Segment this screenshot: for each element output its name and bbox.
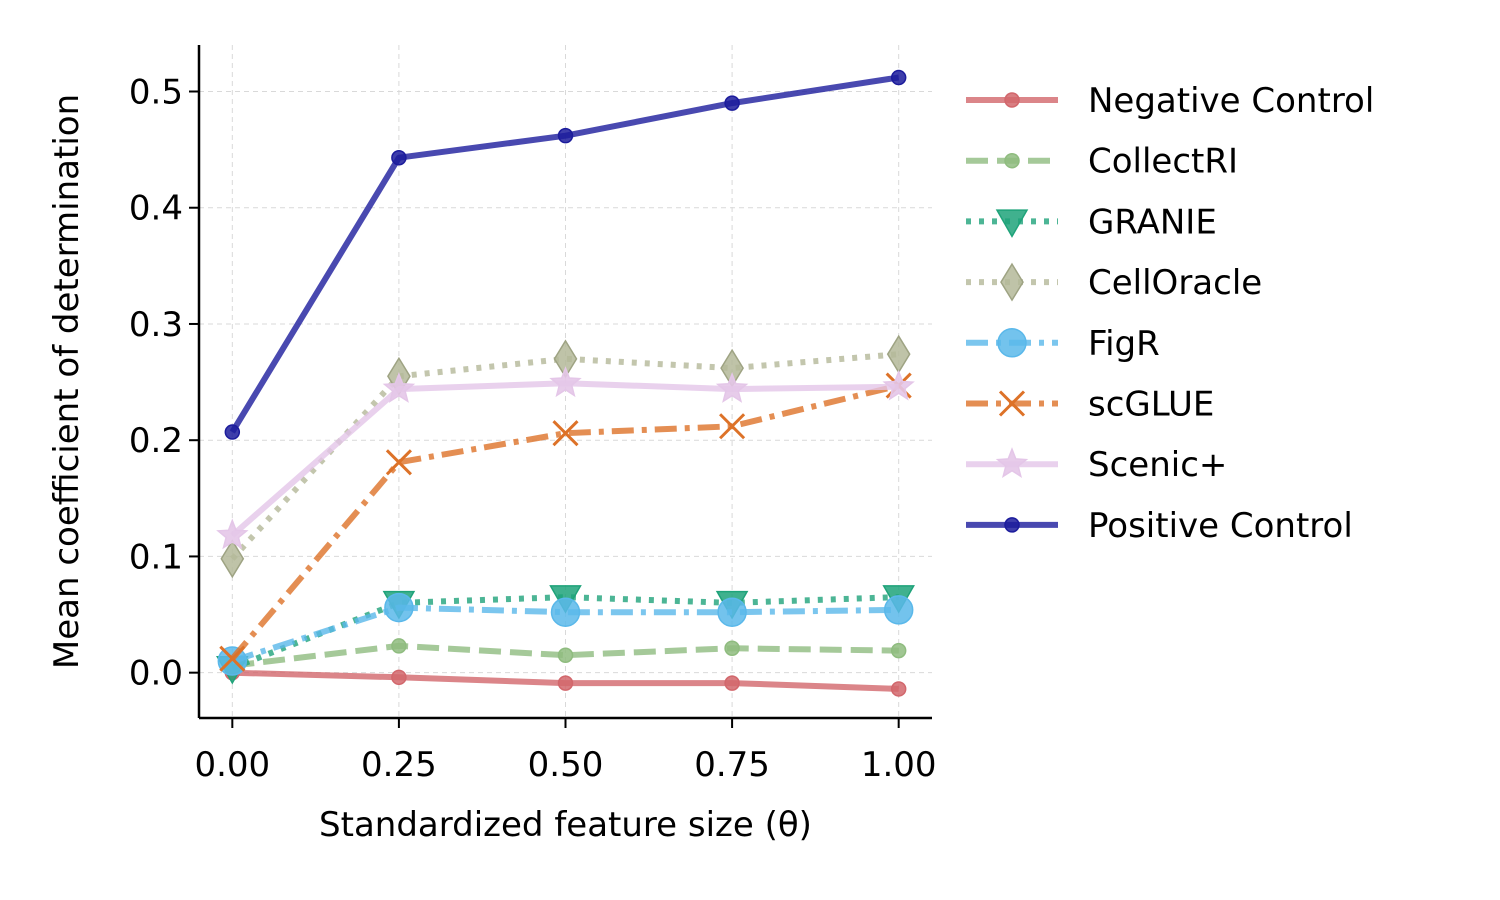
data-point: [995, 209, 1029, 238]
legend-item: Positive Control: [966, 506, 1353, 546]
y-tick-label: 0.4: [129, 189, 183, 229]
legend-label: Negative Control: [1088, 81, 1374, 121]
data-point: [995, 447, 1029, 478]
series-line: [230, 382, 900, 661]
series-positive-control: [224, 69, 907, 440]
axes: [189, 45, 932, 728]
data-point: [552, 420, 579, 447]
legend-item: Negative Control: [966, 81, 1374, 121]
legend-item: CollectRI: [966, 142, 1238, 182]
data-point: [224, 424, 241, 440]
data-point: [219, 645, 246, 672]
data-point: [717, 597, 747, 627]
y-tick-label: 0.5: [129, 72, 183, 112]
x-axis-label: Standardized feature size (θ): [319, 805, 812, 845]
y-tick-label: 0.2: [129, 421, 183, 461]
legend: Negative Control CollectRI GRANIE CellOracl…: [966, 81, 1374, 546]
series-figr: [217, 592, 914, 676]
data-point: [724, 640, 740, 657]
tick-labels: 0.00 0.25 0.50 0.75 1.00 0.0 0.1 0.2 0.3 0.4 0.5: [129, 72, 937, 785]
data-point: [391, 669, 407, 686]
data-point: [997, 328, 1027, 358]
y-axis-label: Mean coefficient of determination: [47, 94, 87, 669]
data-point: [557, 675, 574, 691]
data-point: [382, 372, 416, 403]
data-point: [724, 95, 740, 111]
x-tick-label: 0.00: [194, 745, 270, 785]
series-group: [216, 69, 915, 697]
data-point: [1004, 92, 1020, 108]
legend-item: scGLUE: [966, 385, 1214, 425]
legend-item: GRANIE: [966, 202, 1217, 242]
data-point: [385, 449, 412, 476]
data-point: [882, 369, 915, 401]
data-point: [391, 638, 407, 654]
legend-label: scGLUE: [1088, 385, 1214, 425]
legend-label: CellOracle: [1088, 263, 1262, 303]
data-point: [719, 413, 746, 440]
x-tick-label: 1.00: [861, 745, 937, 785]
x-tick-label: 0.25: [361, 745, 437, 785]
data-point: [1000, 262, 1024, 302]
legend-label: GRANIE: [1088, 202, 1217, 242]
data-point: [1004, 517, 1020, 533]
data-point: [557, 127, 574, 144]
data-point: [998, 390, 1026, 417]
data-point: [216, 518, 249, 550]
data-point: [550, 597, 581, 627]
y-tick-label: 0.1: [129, 537, 183, 577]
data-point: [1004, 152, 1020, 169]
series-scenic-: [216, 366, 915, 550]
data-point: [890, 681, 907, 697]
legend-label: FigR: [1088, 324, 1160, 364]
data-point: [890, 69, 907, 86]
data-point: [549, 366, 582, 398]
data-point: [715, 372, 749, 403]
y-tick-label: 0.0: [129, 654, 183, 694]
legend-item: FigR: [966, 324, 1160, 364]
series-line: [230, 351, 899, 561]
legend-label: Scenic+: [1088, 445, 1227, 485]
legend-item: Scenic+: [966, 445, 1227, 485]
data-point: [890, 642, 907, 659]
data-point: [557, 647, 574, 663]
data-point: [220, 539, 245, 579]
legend-label: CollectRI: [1088, 142, 1238, 182]
x-tick-label: 0.75: [694, 745, 770, 785]
legend-label: Positive Control: [1088, 506, 1353, 546]
legend-item: CellOracle: [966, 262, 1262, 303]
series-collectri: [224, 638, 907, 674]
series-line: [231, 642, 899, 669]
data-point: [384, 592, 414, 623]
data-point: [883, 595, 914, 625]
y-tick-label: 0.3: [129, 305, 183, 345]
data-point: [886, 334, 911, 374]
series-line: [231, 604, 899, 664]
data-point: [724, 675, 740, 691]
data-point: [391, 149, 407, 166]
x-tick-label: 0.50: [528, 745, 604, 785]
